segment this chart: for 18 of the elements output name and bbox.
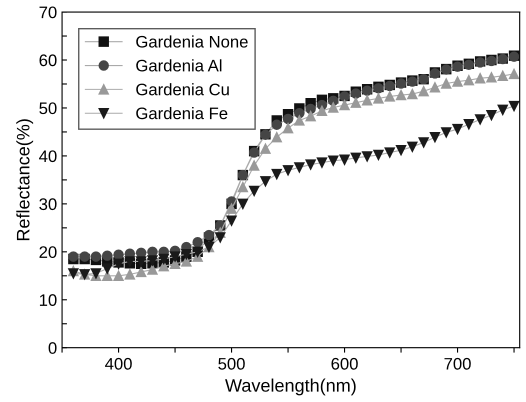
legend-label: Gardenia Cu <box>136 83 229 96</box>
y-tick-label: 20 <box>40 246 57 258</box>
x-tick-label: 700 <box>444 358 471 370</box>
y-tick-label: 60 <box>40 54 57 66</box>
y-axis-title: Reflectance(%) <box>16 119 34 240</box>
y-tick-label: 70 <box>40 6 57 18</box>
legend-label: Gardenia Al <box>136 59 222 72</box>
y-tick-label: 40 <box>39 150 57 162</box>
legend-label: Gardenia None <box>136 35 248 48</box>
y-tick-label: 0 <box>48 342 57 354</box>
y-tick-label: 10 <box>40 294 57 306</box>
legend-label: Gardenia Fe <box>136 107 228 120</box>
y-tick-label: 30 <box>39 198 57 210</box>
x-axis-title: Wavelength(nm) <box>225 378 356 396</box>
x-tick-label: 500 <box>218 358 245 370</box>
x-tick-label: 400 <box>105 358 132 370</box>
x-tick-label: 600 <box>331 358 358 370</box>
y-tick-label: 50 <box>39 102 57 114</box>
